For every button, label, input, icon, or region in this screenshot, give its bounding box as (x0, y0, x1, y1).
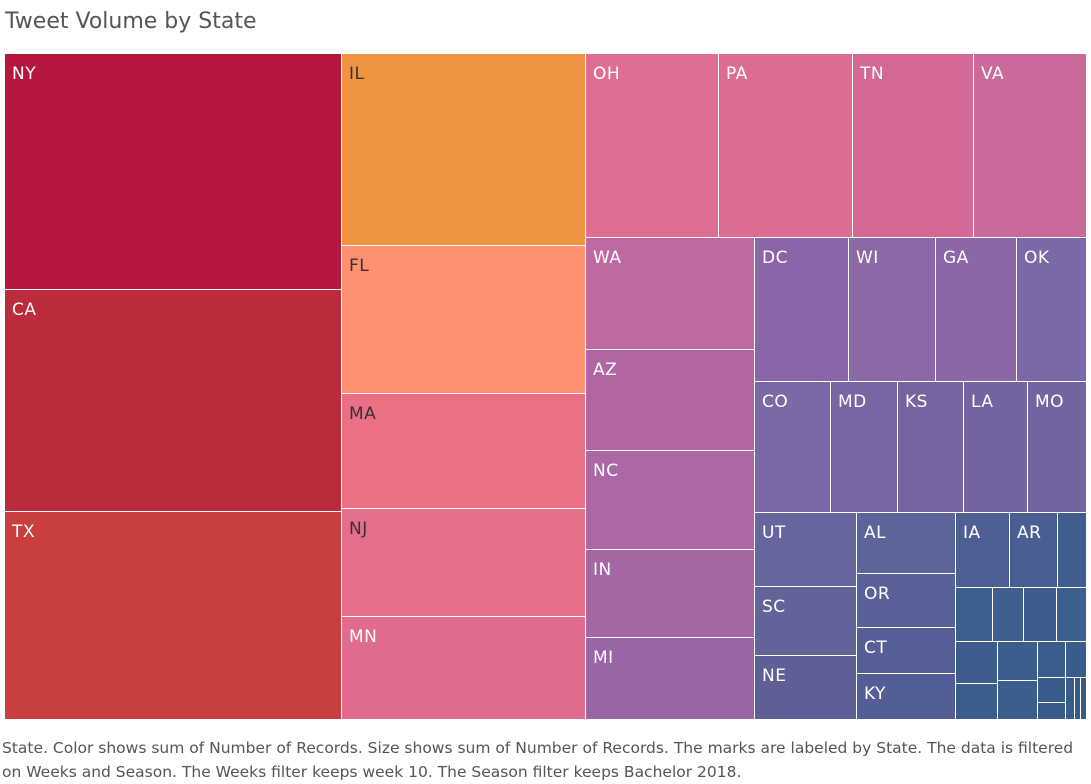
treemap-tile[interactable] (956, 588, 993, 642)
tile-label: NE (762, 666, 787, 686)
tile-label: MI (593, 648, 614, 668)
tile-label: PA (726, 64, 748, 84)
treemap-tile-co[interactable]: CO (755, 382, 831, 513)
tile-label: NY (12, 64, 37, 84)
treemap-tile-al[interactable]: AL (857, 513, 956, 574)
treemap-tile-ky[interactable]: KY (857, 674, 956, 720)
tile-label: FL (349, 256, 370, 276)
tile-label: LA (971, 392, 994, 412)
treemap-tile-tn[interactable]: TN (853, 54, 974, 238)
treemap-tile[interactable] (956, 684, 998, 720)
treemap-tile-sc[interactable]: SC (755, 587, 857, 656)
treemap-tile-mn[interactable]: MN (342, 617, 586, 720)
chart-caption: State. Color shows sum of Number of Reco… (2, 739, 1074, 781)
tile-label: OR (864, 584, 891, 604)
treemap-tile-dc[interactable]: DC (755, 238, 849, 382)
treemap-tile[interactable] (956, 642, 998, 684)
treemap-tile[interactable] (1081, 678, 1087, 720)
treemap-tile-ks[interactable]: KS (898, 382, 964, 513)
tile-label: WI (856, 248, 879, 268)
tile-label: WA (593, 248, 622, 268)
tile-label: TN (860, 64, 885, 84)
treemap-tile-oh[interactable]: OH (586, 54, 719, 238)
treemap-tile-ia[interactable]: IA (956, 513, 1010, 588)
tile-label: AZ (593, 360, 618, 380)
tile-label: UT (762, 523, 786, 543)
treemap-tile-ne[interactable]: NE (755, 656, 857, 720)
treemap-tile[interactable] (1038, 642, 1066, 678)
tile-label: MD (838, 392, 867, 412)
treemap-tile-ny[interactable]: NY (5, 54, 342, 290)
treemap-tile-wi[interactable]: WI (849, 238, 936, 382)
tile-label: NJ (349, 519, 368, 539)
treemap-tile-nc[interactable]: NC (586, 451, 755, 550)
tile-label: OK (1024, 248, 1050, 268)
treemap-tile[interactable] (1066, 678, 1075, 720)
treemap-tile-ga[interactable]: GA (936, 238, 1017, 382)
tile-label: CO (762, 392, 789, 412)
treemap-tile-md[interactable]: MD (831, 382, 898, 513)
treemap-tile-ct[interactable]: CT (857, 628, 956, 674)
tile-label: IL (349, 64, 365, 84)
tile-label: MA (349, 404, 377, 424)
tile-label: AL (864, 523, 887, 543)
tile-label: CA (12, 300, 37, 320)
tile-label: MN (349, 627, 378, 647)
tile-label: IN (593, 560, 612, 580)
treemap-tile[interactable] (998, 681, 1038, 720)
tile-label: AR (1017, 523, 1042, 543)
treemap-tile-ok[interactable]: OK (1017, 238, 1087, 382)
treemap-tile-la[interactable]: LA (964, 382, 1028, 513)
treemap-tile-az[interactable]: AZ (586, 350, 755, 451)
treemap-tile-in[interactable]: IN (586, 550, 755, 638)
tile-label: KS (905, 392, 928, 412)
treemap-tile-va[interactable]: VA (974, 54, 1087, 238)
tile-label: KY (864, 684, 886, 704)
tile-label: MO (1035, 392, 1065, 412)
treemap-tile[interactable] (1038, 678, 1066, 703)
tile-label: SC (762, 597, 786, 617)
treemap-tile[interactable] (1066, 642, 1087, 678)
treemap-tile-tx[interactable]: TX (5, 512, 342, 720)
tile-label: VA (981, 64, 1005, 84)
treemap-tile-nj[interactable]: NJ (342, 509, 586, 617)
treemap-tile-mo[interactable]: MO (1028, 382, 1087, 513)
tile-label: OH (593, 64, 621, 84)
tile-label: NC (593, 461, 619, 481)
treemap-tile[interactable] (1075, 678, 1081, 720)
tile-label: IA (963, 523, 981, 543)
treemap-tile-fl[interactable]: FL (342, 246, 586, 394)
treemap-tile-ma[interactable]: MA (342, 394, 586, 509)
treemap-tile-il[interactable]: IL (342, 54, 586, 246)
treemap-tile[interactable] (1038, 703, 1066, 720)
treemap-tile[interactable] (1057, 588, 1087, 642)
treemap-tile[interactable] (998, 642, 1038, 681)
treemap-tile-wa[interactable]: WA (586, 238, 755, 350)
treemap-tile-or[interactable]: OR (857, 574, 956, 628)
tile-label: CT (864, 638, 888, 658)
treemap-tile-ut[interactable]: UT (755, 513, 857, 587)
tile-label: GA (943, 248, 969, 268)
treemap-tile-ar[interactable]: AR (1010, 513, 1058, 588)
treemap-tile-mi[interactable]: MI (586, 638, 755, 720)
chart-title: Tweet Volume by State (5, 9, 257, 34)
treemap-tile-ca[interactable]: CA (5, 290, 342, 512)
treemap-tile-pa[interactable]: PA (719, 54, 853, 238)
tile-label: TX (12, 522, 36, 542)
tile-label: DC (762, 248, 788, 268)
treemap-tile[interactable] (1024, 588, 1057, 642)
treemap-tile[interactable] (1058, 513, 1087, 588)
treemap-tile[interactable] (993, 588, 1024, 642)
